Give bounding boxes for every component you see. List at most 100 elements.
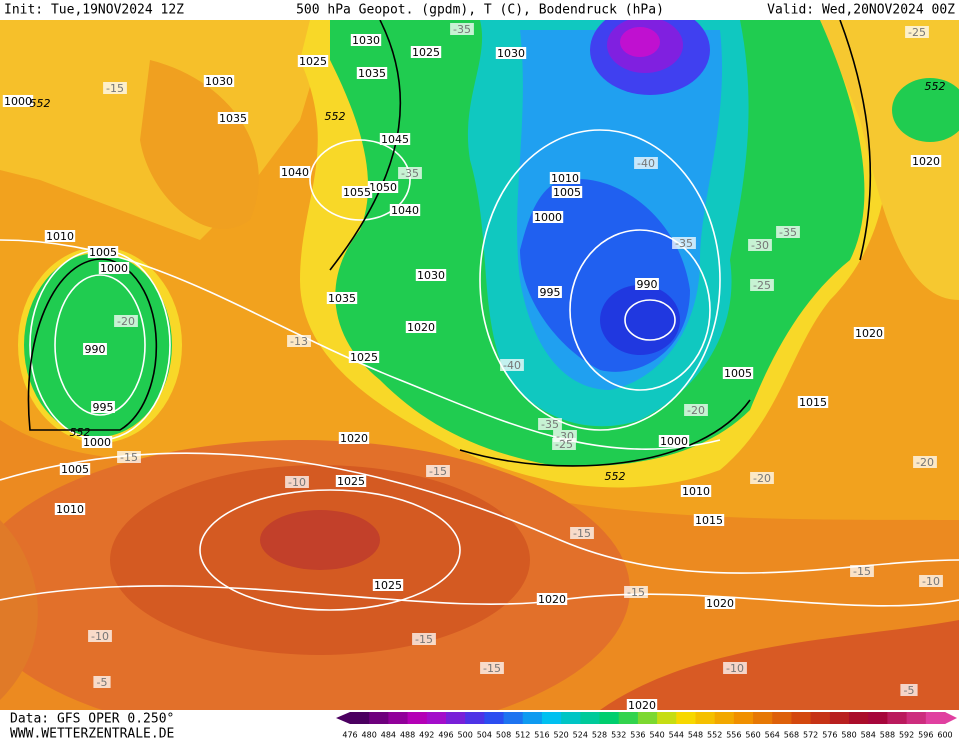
isobar-label: 1020	[340, 432, 368, 445]
temperature-label: -25	[908, 26, 926, 39]
temperature-label-box	[750, 472, 774, 484]
colorbar-segment	[465, 712, 485, 724]
temperature-label: -15	[106, 82, 124, 95]
isobar-label-box	[635, 278, 659, 290]
temperature-label: -40	[637, 157, 655, 170]
temperature-label: -40	[503, 359, 521, 372]
temperature-label-box	[684, 404, 708, 416]
isobar-label: 1020	[855, 327, 883, 340]
colorbar-label: 480	[362, 731, 377, 740]
isobar-label: 1040	[391, 204, 419, 217]
height-label: 552	[325, 110, 346, 123]
isobar-label-box	[98, 262, 130, 274]
colorbar-segment	[849, 712, 869, 724]
website: WWW.WETTERZENTRALE.DE	[10, 727, 174, 741]
colorbar-segment	[445, 712, 466, 724]
temperature-label: -20	[916, 456, 934, 469]
temperature-label-box	[634, 157, 658, 169]
colorbar-label: 512	[515, 731, 530, 740]
colorbar-label: 560	[745, 731, 760, 740]
isobar-label-box	[532, 211, 564, 223]
map-title: 500 hPa Geopot. (gpdm), T (C), Bodendruc…	[296, 3, 664, 18]
temperature-label: -25	[555, 438, 573, 451]
colorbar-label: 552	[707, 731, 722, 740]
colorbar-segment	[637, 712, 658, 724]
temperature-label-box	[450, 23, 474, 35]
temperature-label: -20	[753, 472, 771, 485]
isobar-label: 1025	[337, 475, 365, 488]
colorbar-segment	[733, 712, 754, 724]
isobar-label-box	[853, 327, 885, 339]
isobar-label-box	[495, 47, 527, 59]
isobar-label: 1010	[682, 485, 710, 498]
temperature-label-box	[723, 662, 747, 674]
colorbar-segment	[407, 712, 428, 724]
height-label: 552	[30, 97, 51, 110]
temperature-label: -15	[573, 527, 591, 540]
isobar-label: 1050	[369, 181, 397, 194]
isobar-label: 1005	[724, 367, 752, 380]
temperature-label: -15	[415, 633, 433, 646]
isobar-label: 1010	[56, 503, 84, 516]
colorbar-label: 532	[611, 731, 626, 740]
colorbar-label: 524	[573, 731, 588, 740]
colorbar-segment	[925, 712, 946, 724]
temperature-label-box	[426, 465, 450, 477]
temperature-label-box	[750, 279, 774, 291]
isobar-label-box	[217, 112, 249, 124]
isobar-label: 1030	[417, 269, 445, 282]
isobar-label-box	[367, 181, 399, 193]
isobar-label-box	[372, 579, 404, 591]
isobar-label: 1015	[695, 514, 723, 527]
colorbar-label: 576	[822, 731, 837, 740]
colorbar-label: 596	[918, 731, 933, 740]
isobar-label-box	[405, 321, 437, 333]
colorbar-label: 572	[803, 731, 818, 740]
colorbar-label: 540	[649, 731, 664, 740]
colorbar-segment	[522, 712, 543, 724]
colorbar-segment	[753, 712, 773, 724]
colorbar-segment	[772, 712, 792, 724]
colorbar-segment	[369, 712, 389, 724]
isobar-label: 1020	[706, 597, 734, 610]
temperature-label-box	[776, 226, 800, 238]
temperature-label: -25	[753, 279, 771, 292]
colorbar-label: 484	[381, 731, 396, 740]
isobar-label: 1000	[4, 95, 32, 108]
temperature-label: -5	[97, 676, 108, 689]
temperature-label: -20	[117, 315, 135, 328]
colorbar-label: 492	[419, 731, 434, 740]
isobar-label: 995	[540, 286, 561, 299]
isobar-label-box	[2, 95, 34, 107]
temperature-label: -13	[290, 335, 308, 348]
temperature-label: -10	[922, 575, 940, 588]
isobar-label-box	[335, 475, 367, 487]
isobar-label-box	[297, 55, 329, 67]
map-field	[0, 20, 959, 710]
isobar-label-box	[538, 286, 562, 298]
isobar-label: 1020	[407, 321, 435, 334]
init-time: Init: Tue,19NOV2024 12Z	[4, 3, 184, 18]
colorbar-segment	[810, 712, 831, 724]
isobar-label: 990	[85, 343, 106, 356]
colorbar-label: 496	[438, 731, 453, 740]
colorbar-segment	[388, 712, 409, 724]
isobar-label: 1055	[343, 186, 371, 199]
isobar-label-box	[44, 230, 76, 242]
colorbar-label: 500	[458, 731, 473, 740]
temperature-label-box	[398, 167, 422, 179]
temperature-label-box	[117, 451, 141, 463]
isobar-label-box	[551, 186, 583, 198]
temperature-label: -10	[288, 476, 306, 489]
isobar-label-box	[87, 246, 119, 258]
valid-time: Valid: Wed,20NOV2024 00Z	[767, 3, 955, 18]
temperature-label: -30	[751, 239, 769, 252]
isobar-label: 1035	[328, 292, 356, 305]
temperature-label-box	[905, 26, 929, 38]
colorbar-segment	[714, 712, 735, 724]
temperature-label: -5	[904, 684, 915, 697]
isobar-label-box	[379, 133, 411, 145]
colorbar-segment	[484, 712, 505, 724]
isobar-label: 1015	[799, 396, 827, 409]
